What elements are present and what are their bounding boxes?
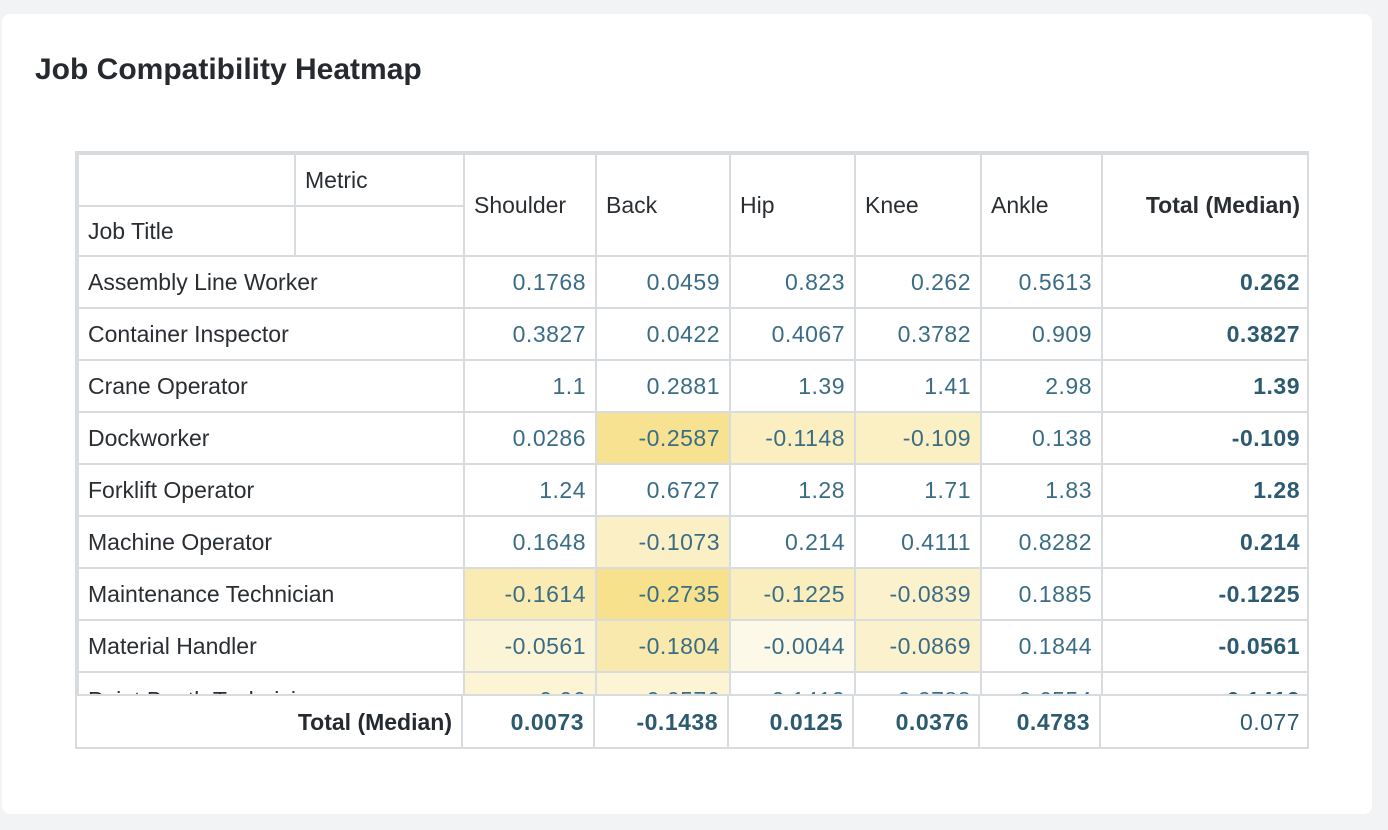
column-total-hip: 0.0125 [729,696,854,747]
heat-cell-hip: 1.28 [729,463,856,517]
heat-cell-ankle: 0.8282 [980,515,1103,569]
heat-cell-shoulder: 1.24 [463,463,597,517]
heat-cell-knee: 1.41 [854,359,982,413]
row-total: -0.1225 [1101,567,1307,621]
heat-cell-back: 0.0422 [595,307,731,361]
table-row: Maintenance Technician -0.1614 -0.2735 -0.1… [77,567,1307,621]
heat-cell-back: 0.2881 [595,359,731,413]
column-header-knee[interactable]: Knee [854,153,982,257]
heat-cell-hip: 1.39 [729,359,856,413]
heat-cell-hip: -0.1148 [729,411,856,465]
table-row: Material Handler -0.0561 -0.1804 -0.0044 -0.… [77,619,1307,673]
row-total: -0.0561 [1101,619,1307,673]
column-total-shoulder: 0.0073 [463,696,595,747]
column-totals-label: Total (Median) [77,696,463,747]
heat-cell-shoulder: -0.1614 [463,567,597,621]
row-total: 1.39 [1101,359,1307,413]
header-blank-cell [77,153,296,207]
row-total: 0.262 [1101,255,1307,309]
grand-total: 0.077 [1239,709,1300,735]
row-label: Machine Operator [77,515,465,569]
heat-cell-shoulder: 1.1 [463,359,597,413]
heatmap-card: Job Compatibility Heatmap Metric Shoulde… [2,14,1372,814]
column-header-ankle[interactable]: Ankle [980,153,1103,257]
row-total: 0.214 [1101,515,1307,569]
row-total: -0.109 [1101,411,1307,465]
row-total: 1.28 [1101,463,1307,517]
heatmap-table: Metric Shoulder Back Hip Knee Ankle Tota… [77,153,1307,717]
heat-cell-back: 0.0459 [595,255,731,309]
heat-cell-back: -0.1073 [595,515,731,569]
heat-cell-back: 0.6727 [595,463,731,517]
heat-cell-knee: 1.71 [854,463,982,517]
row-label: Crane Operator [77,359,465,413]
header-blank-cell-2 [294,205,465,257]
column-header-hip[interactable]: Hip [729,153,856,257]
column-header-shoulder[interactable]: Shoulder [463,153,597,257]
heat-cell-hip: -0.0044 [729,619,856,673]
table-row: Assembly Line Worker 0.1768 0.0459 0.823 0.2… [77,255,1307,309]
heat-cell-ankle: 0.5613 [980,255,1103,309]
heat-cell-ankle: 0.1885 [980,567,1103,621]
heat-cell-ankle: 1.83 [980,463,1103,517]
heat-cell-ankle: 0.909 [980,307,1103,361]
heat-cell-shoulder: 0.0286 [463,411,597,465]
heat-cell-shoulder: -0.0561 [463,619,597,673]
heat-cell-back: -0.1804 [595,619,731,673]
column-total-knee: 0.0376 [854,696,980,747]
table-row: Container Inspector 0.3827 0.0422 0.4067 0.3… [77,307,1307,361]
column-total-back: -0.1438 [595,696,729,747]
row-label: Forklift Operator [77,463,465,517]
row-label: Assembly Line Worker [77,255,465,309]
heatmap-body: Assembly Line Worker 0.1768 0.0459 0.823 0.2… [77,255,1307,717]
column-header-total[interactable]: Total (Median) [1101,153,1307,257]
table-row: Forklift Operator 1.24 0.6727 1.28 1.71 1.83 1… [77,463,1307,517]
heat-cell-shoulder: 0.1648 [463,515,597,569]
row-label: Maintenance Technician [77,567,465,621]
column-total-ankle: 0.4783 [980,696,1101,747]
heat-cell-hip: 0.823 [729,255,856,309]
row-label: Dockworker [77,411,465,465]
table-row: Machine Operator 0.1648 -0.1073 0.214 0.4111… [77,515,1307,569]
heat-cell-ankle: 0.138 [980,411,1103,465]
row-total: 0.3827 [1101,307,1307,361]
heat-cell-back: -0.2587 [595,411,731,465]
heat-cell-knee: -0.109 [854,411,982,465]
job-title-header[interactable]: Job Title [77,205,296,257]
heat-cell-shoulder: 0.1768 [463,255,597,309]
heat-cell-hip: 0.4067 [729,307,856,361]
heat-cell-back: -0.2735 [595,567,731,621]
page-title: Job Compatibility Heatmap [35,53,422,86]
heat-cell-hip: 0.214 [729,515,856,569]
heat-cell-knee: 0.3782 [854,307,982,361]
table-row: Crane Operator 1.1 0.2881 1.39 1.41 2.98 1.39 [77,359,1307,413]
heat-cell-knee: 0.262 [854,255,982,309]
heat-cell-hip: -0.1225 [729,567,856,621]
column-totals-row: Total (Median) 0.0073 -0.1438 0.0125 0.0… [77,694,1307,747]
heat-cell-shoulder: 0.3827 [463,307,597,361]
heat-cell-knee: -0.0839 [854,567,982,621]
row-label: Material Handler [77,619,465,673]
metric-header: Metric [294,153,465,207]
heat-cell-ankle: 2.98 [980,359,1103,413]
heat-cell-knee: 0.4111 [854,515,982,569]
row-label: Container Inspector [77,307,465,361]
heat-cell-ankle: 0.1844 [980,619,1103,673]
table-row: Dockworker 0.0286 -0.2587 -0.1148 -0.109 0.13… [77,411,1307,465]
heatmap-table-container[interactable]: Metric Shoulder Back Hip Knee Ankle Tota… [75,151,1309,749]
heat-cell-knee: -0.0869 [854,619,982,673]
column-header-back[interactable]: Back [595,153,731,257]
